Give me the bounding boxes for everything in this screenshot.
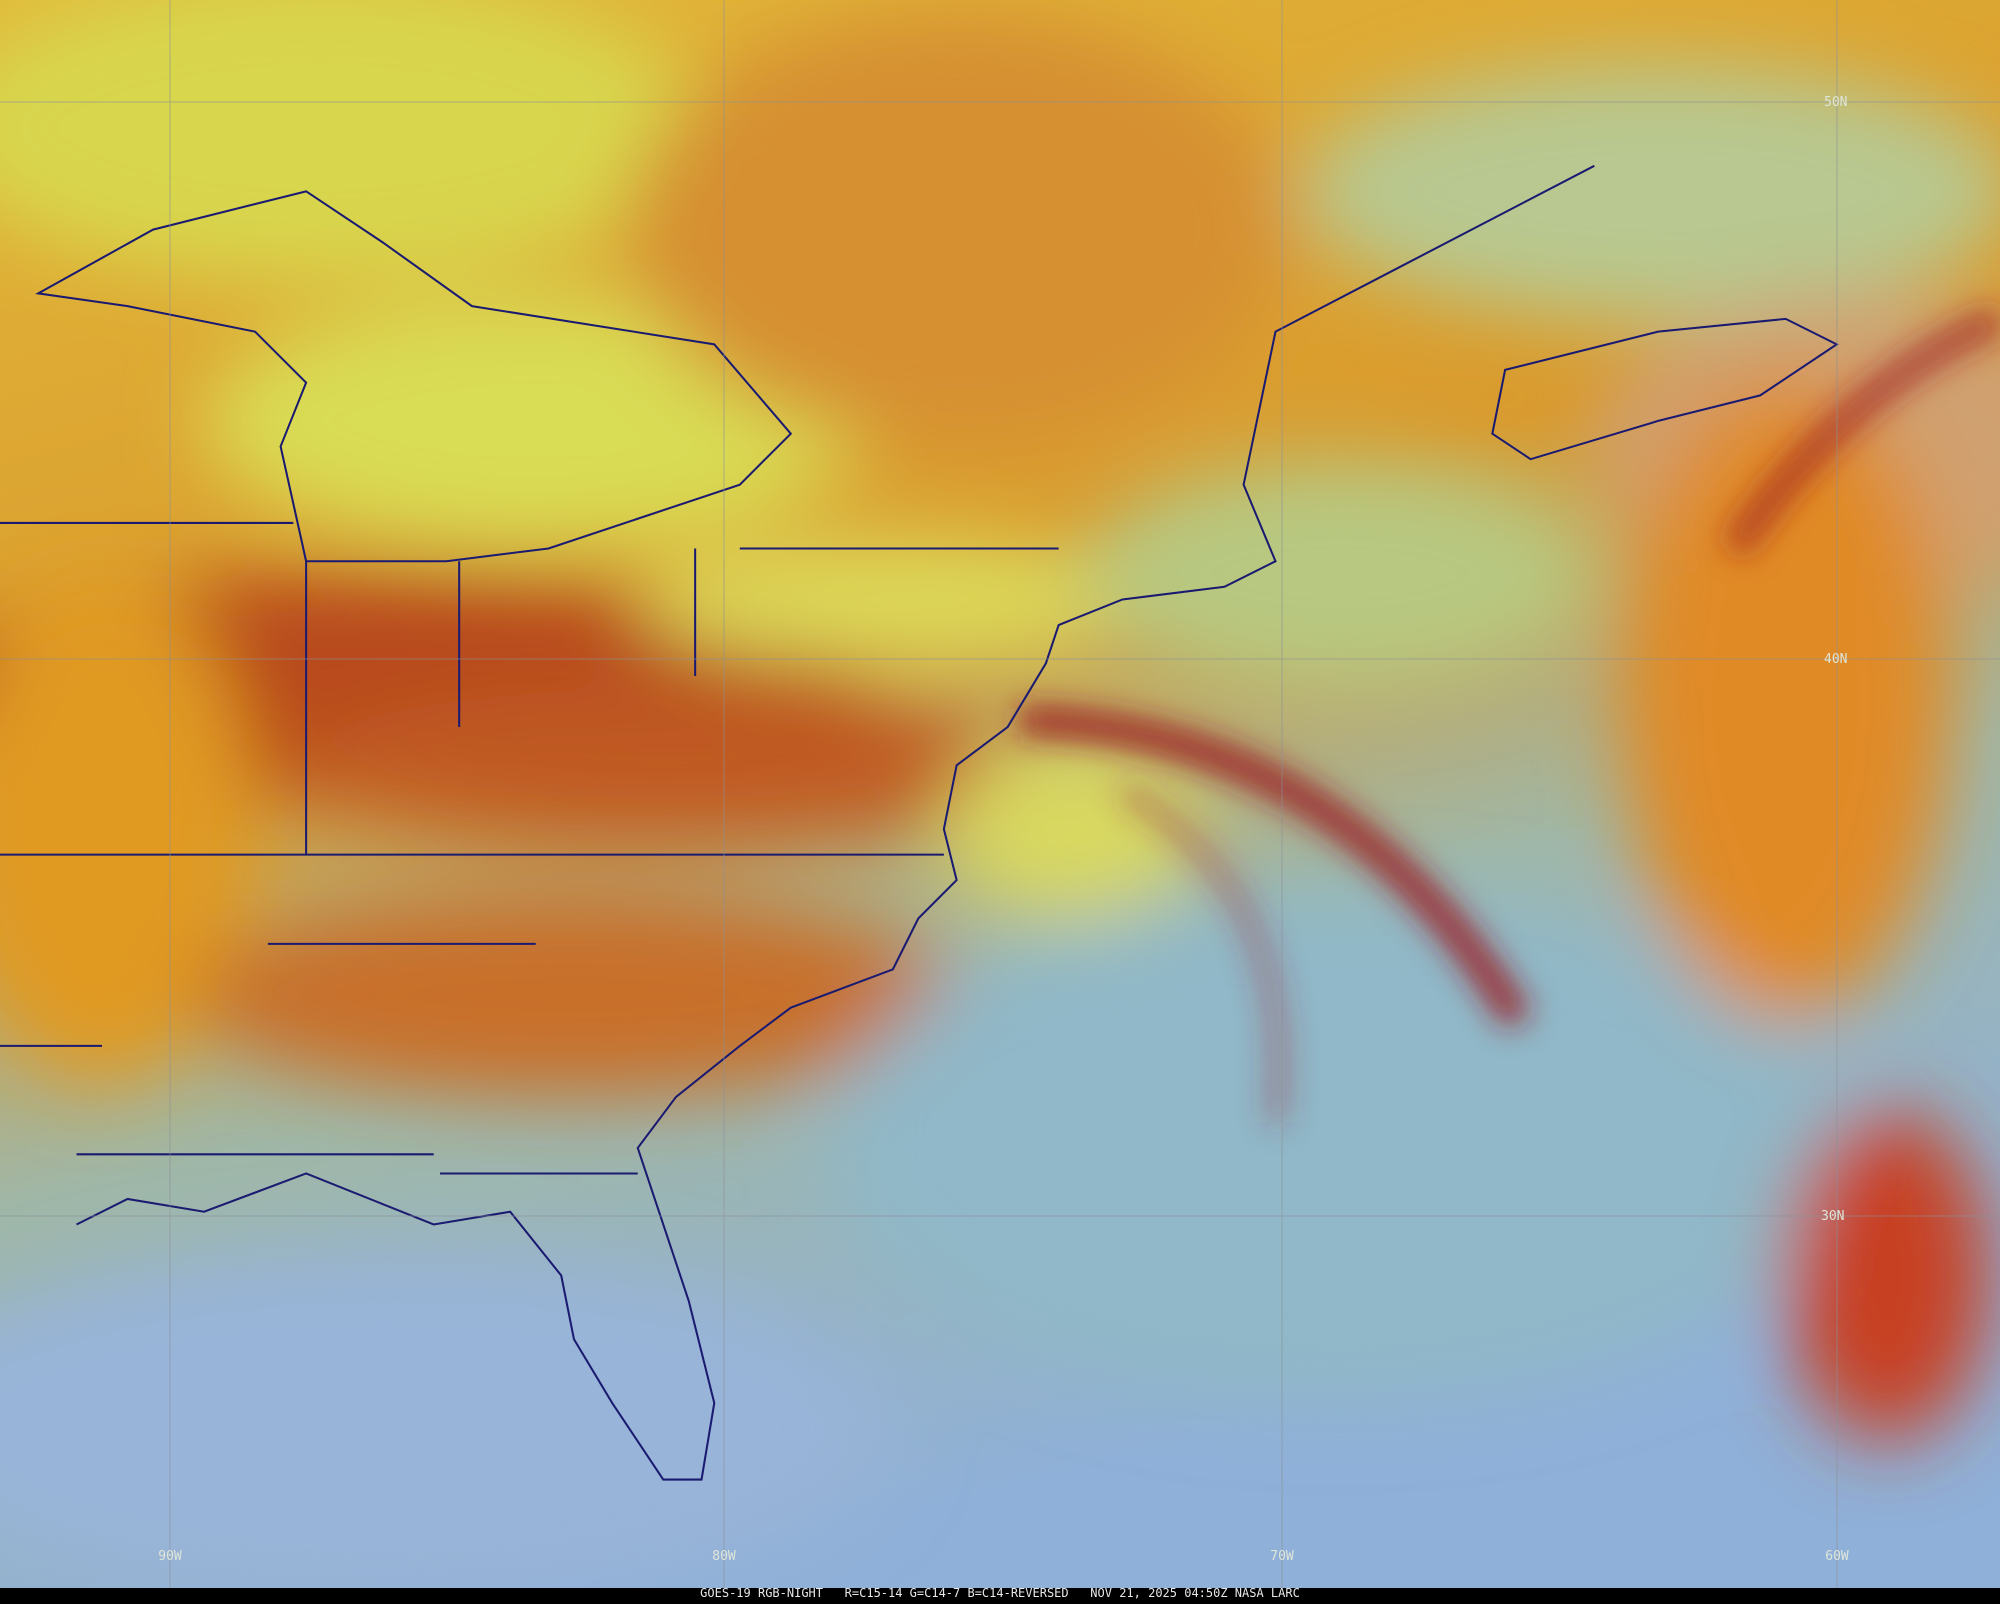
footer-bar (0, 1588, 2000, 1600)
lon-label: 70W (1270, 1549, 1294, 1564)
lon-label: 60W (1825, 1549, 1849, 1564)
lat-label: 40N (1824, 652, 1847, 667)
lat-label: 50N (1824, 95, 1847, 110)
lon-label: 90W (158, 1549, 182, 1564)
lon-label: 80W (712, 1549, 736, 1564)
lat-label: 30N (1821, 1209, 1844, 1224)
footer: GOES-19 RGB-NIGHT R=C15-14 G=C14-7 B=C14… (700, 1586, 1300, 1600)
